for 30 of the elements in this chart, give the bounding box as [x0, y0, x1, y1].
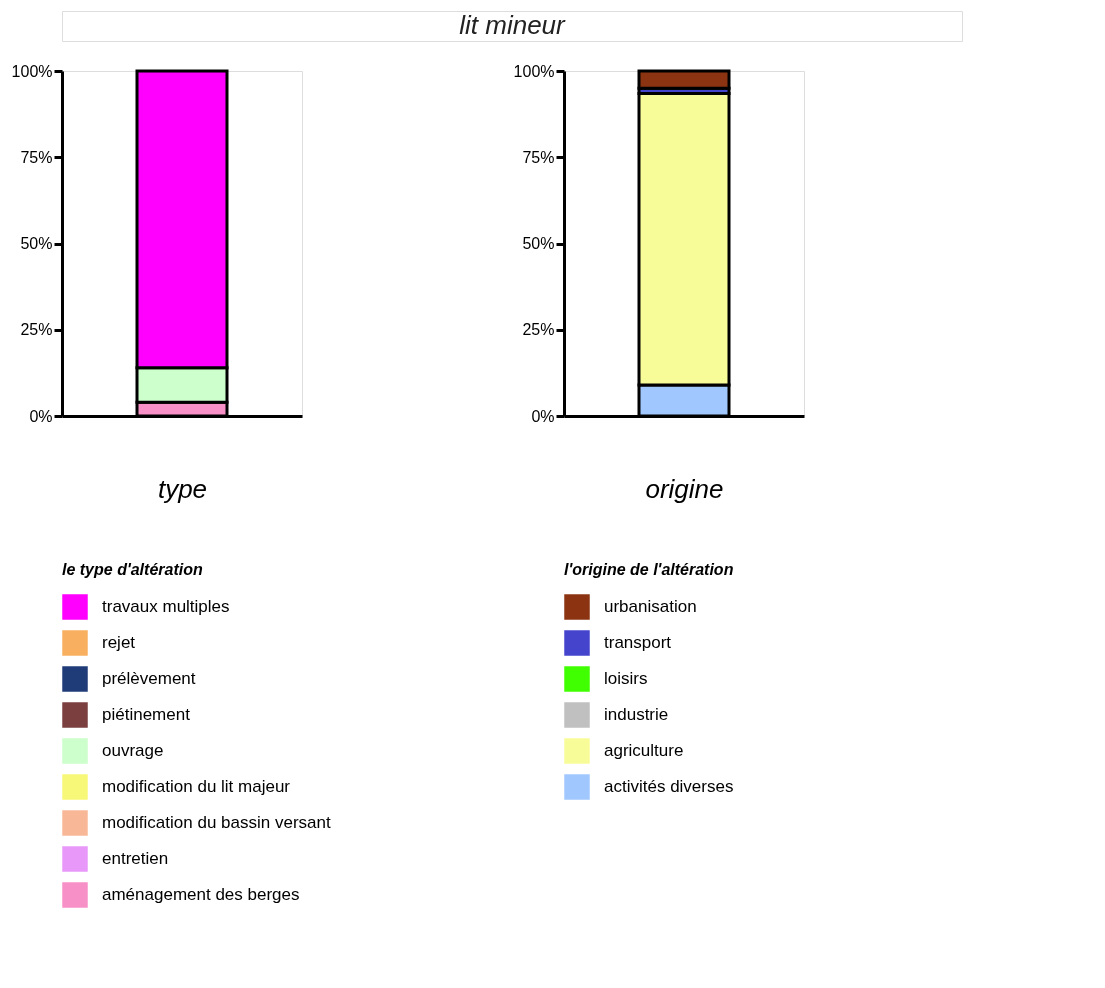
legend-title: le type d'altération — [62, 561, 203, 578]
legend-label: prélèvement — [102, 669, 196, 688]
legend-label: entretien — [102, 849, 169, 868]
y-tick-label: 0% — [531, 407, 555, 425]
legend-title: l'origine de l'altération — [564, 561, 734, 578]
y-tick-label: 0% — [29, 407, 53, 425]
x-axis-title: type — [157, 473, 208, 504]
text: lit mineur — [459, 10, 567, 40]
y-tick-label: 100% — [11, 62, 53, 80]
y-tick-label: 75% — [20, 148, 53, 166]
legend-label: modification du lit majeur — [102, 777, 291, 796]
legend-label: activités diverses — [604, 777, 734, 796]
y-tick-label: 75% — [522, 148, 555, 166]
legend-label: rejet — [102, 633, 136, 652]
legend-label: agriculture — [604, 741, 684, 760]
legend-label: ouvrage — [102, 741, 164, 760]
legend-label: travaux multiples — [102, 597, 230, 616]
legend-label: urbanisation — [604, 597, 697, 616]
y-tick-label: 25% — [20, 321, 53, 339]
y-tick-label: 50% — [20, 235, 53, 252]
legend-label: loisirs — [604, 669, 648, 688]
legend-label: piétinement — [102, 705, 191, 724]
y-tick-label: 100% — [513, 62, 555, 80]
legend-label: industrie — [604, 705, 669, 724]
legend-label: transport — [604, 633, 672, 652]
y-tick-label: 25% — [522, 321, 555, 339]
x-axis-title: origine — [645, 473, 724, 504]
legend-label: modification du bassin versant — [102, 813, 331, 832]
y-tick-label: 50% — [522, 235, 555, 252]
legend-label: aménagement des berges — [102, 885, 300, 904]
